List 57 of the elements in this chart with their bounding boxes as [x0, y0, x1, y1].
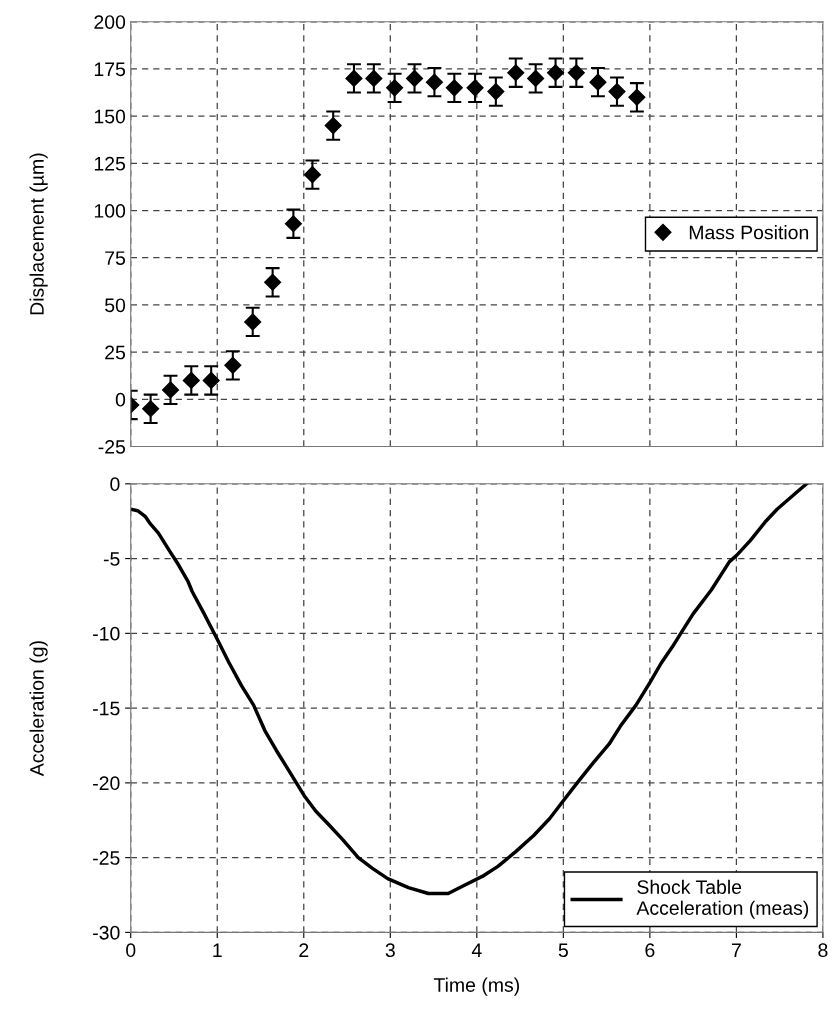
x-tick-label: 6 — [645, 943, 655, 958]
y-tick-label: 25 — [105, 345, 126, 360]
point — [303, 166, 321, 184]
legend-label: Mass Position — [689, 225, 809, 240]
y-tick-label: -15 — [93, 701, 120, 716]
y-tick-label: -30 — [93, 925, 120, 940]
point — [161, 381, 180, 399]
y-tick-label: -25 — [93, 851, 120, 865]
x-tick-label: 0 — [126, 943, 136, 958]
point — [466, 79, 484, 97]
y-tick-label: -10 — [93, 626, 120, 641]
point — [405, 69, 424, 87]
x-tick-label: 3 — [385, 943, 395, 958]
point — [386, 79, 404, 97]
x-axis-title: Time (ms) — [433, 977, 519, 996]
y-tick-label: 150 — [94, 109, 126, 124]
y-tick-label: -25 — [98, 439, 126, 454]
y-tick-label: 0 — [115, 392, 126, 407]
y-tick-label: 50 — [105, 298, 126, 313]
point — [445, 79, 463, 97]
point — [567, 64, 585, 82]
point — [608, 83, 626, 101]
y-tick-label: 100 — [94, 204, 126, 218]
y-tick-label: 200 — [94, 15, 126, 29]
point — [527, 69, 545, 87]
x-tick-label: 4 — [471, 943, 482, 957]
point — [324, 117, 342, 135]
point — [202, 371, 220, 389]
y-axis-title: Acceleration (g) — [29, 641, 48, 777]
point — [244, 313, 262, 331]
x-tick-label: 2 — [299, 943, 309, 957]
point — [264, 273, 282, 291]
point — [224, 356, 242, 374]
point — [142, 400, 160, 418]
point — [628, 88, 646, 106]
x-tick-label: 7 — [731, 943, 741, 957]
point — [365, 69, 383, 87]
point — [284, 215, 302, 233]
point — [547, 64, 565, 82]
point — [182, 371, 200, 389]
y-tick-label: 175 — [94, 62, 126, 77]
y-tick-label: 75 — [105, 251, 126, 265]
y-tick-label: -20 — [93, 776, 120, 791]
point — [589, 73, 607, 91]
y-axis-title: Displacement (µm) — [29, 153, 48, 315]
y-tick-label: 0 — [110, 477, 120, 492]
legend-label: Shock Table Acceleration (meas) — [636, 879, 809, 919]
point — [345, 69, 363, 87]
y-tick-label: 125 — [94, 156, 126, 171]
point — [425, 73, 443, 91]
x-tick-label: 1 — [213, 943, 222, 957]
point — [487, 83, 505, 101]
point — [507, 64, 525, 82]
y-tick-label: -5 — [103, 552, 120, 566]
x-tick-label: 8 — [818, 943, 828, 958]
x-tick-label: 5 — [558, 943, 568, 958]
line-series — [130, 483, 809, 896]
